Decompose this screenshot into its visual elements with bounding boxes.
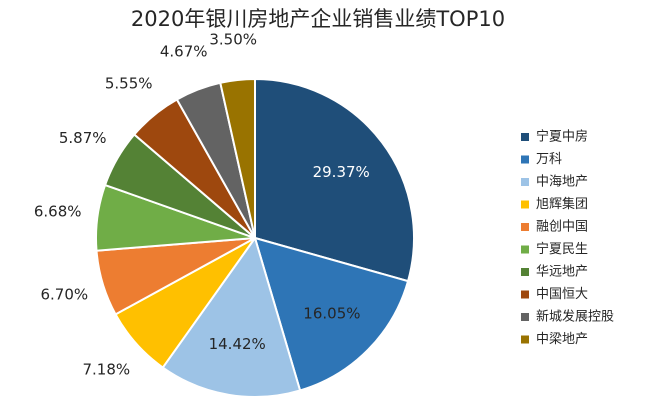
pie-slice-2 [253,236,410,392]
legend-label-7: 华远地产 [536,265,588,280]
legend-label-9: 新城发展控股 [536,309,614,325]
legend-swatch-6 [521,245,529,254]
legend-swatch-4 [521,200,529,209]
legend-swatch-8 [521,290,529,299]
pie-slice-10 [219,77,256,239]
chart-title: 2020年银川房地产企业销售业绩TOP10 [131,7,505,31]
pie-slice-3 [161,235,302,398]
data-label-9: 4.67% [160,43,208,61]
legend-swatch-5 [521,223,529,231]
data-label-6: 6.68% [34,203,82,221]
data-labels: 29.37% 16.05% 14.42% 7.18% 6.70% 6.68% 5.87% 5.… [34,31,370,379]
data-label-8: 5.55% [105,75,153,93]
pie-slice-1 [254,77,415,283]
data-label-10: 3.50% [209,31,257,49]
legend-label-8: 中国恒大 [536,287,588,302]
legend-label-10: 中梁地产 [536,332,588,347]
legend-swatch-7 [521,268,529,276]
legend-label-2: 万科 [536,152,562,167]
pie-slices [95,77,415,398]
legend-swatch-3 [521,178,529,186]
legend-swatch-10 [521,335,529,344]
legend-swatch-2 [521,155,529,164]
data-label-3: 14.42% [209,335,266,353]
legend-swatch-1 [521,133,529,141]
legend-label-6: 宁夏民生 [536,241,588,257]
data-label-2: 16.05% [303,305,360,323]
data-label-4: 7.18% [82,361,130,379]
data-label-7: 5.87% [59,129,107,147]
legend-label-3: 中海地产 [536,175,588,190]
legend-label-1: 宁夏中房 [536,129,588,145]
legend-label-4: 旭辉集团 [536,196,588,212]
data-label-1: 29.37% [313,163,370,181]
data-label-5: 6.70% [40,286,88,304]
legend-swatch-9 [521,313,529,321]
legend-label-5: 融创中国 [536,220,588,235]
